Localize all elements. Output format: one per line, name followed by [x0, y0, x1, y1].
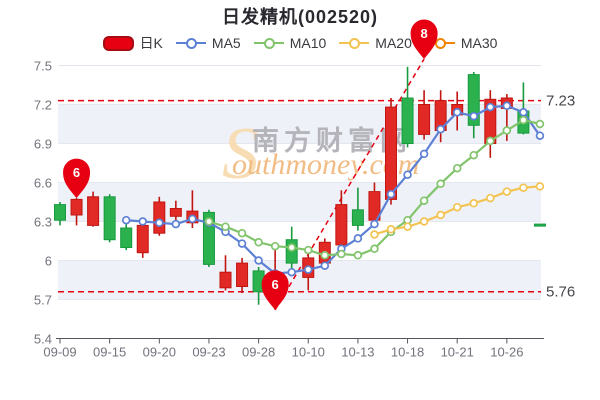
- hline-layer: 7.23 5.76: [58, 93, 575, 301]
- candle-09-15: [103, 194, 116, 243]
- ma-legend-marker: [339, 38, 370, 49]
- x-axis-label: 10-26: [490, 345, 523, 360]
- candle-legend-swatch: [102, 35, 134, 51]
- hline-price-label: 5.76: [546, 284, 575, 301]
- x-axis-label: 10-10: [292, 345, 325, 360]
- legend-item-ma20[interactable]: MA20: [339, 35, 412, 51]
- candle-10-13: [351, 187, 364, 231]
- watermark-swoosh: S: [222, 113, 259, 195]
- y-axis-label: 5.7: [34, 293, 52, 308]
- balloon-label: 6: [73, 165, 80, 180]
- x-axis: 09-09 09-15 09-20 09-23 09-28 10-10 10-13 10-18…: [43, 338, 544, 360]
- candle-10-18: [401, 66, 414, 148]
- legend-item-日k[interactable]: 日K: [102, 33, 163, 53]
- x-axis-label: 09-09: [43, 345, 76, 360]
- x-axis-label: 09-15: [93, 345, 126, 360]
- hline-price-label: 7.23: [546, 93, 575, 110]
- x-axis-label: 09-20: [143, 345, 176, 360]
- ma-legend-marker: [175, 38, 206, 49]
- candle-09-27: [236, 257, 249, 293]
- balloon-marker-6: 6: [63, 158, 91, 199]
- y-axis-label: 6: [45, 254, 52, 269]
- legend-label: MA5: [211, 35, 241, 51]
- legend-label: MA30: [460, 35, 498, 51]
- y-axis: 7.5 7.2 6.9 6.6 6.3 6 5.7 5.4: [34, 59, 52, 347]
- legend-item-ma30[interactable]: MA30: [424, 35, 498, 51]
- candle-10-24: [467, 72, 480, 139]
- ma-line-ma20: [370, 182, 545, 239]
- candle-09-26: [219, 255, 232, 291]
- candle-09-16: [120, 222, 133, 251]
- candle-09-13: [70, 198, 83, 226]
- legend-label: 日K: [139, 35, 163, 51]
- candle-09-19: [136, 220, 149, 258]
- chart-legend: 日K MA5 MA10 MA20 MA30: [0, 33, 600, 53]
- candle-09-14: [87, 191, 100, 227]
- y-axis-label: 6.6: [34, 176, 52, 191]
- balloon-layer: 6 6 8: [63, 19, 438, 310]
- x-axis-label: 09-23: [192, 345, 225, 360]
- x-axis-label: 10-21: [441, 345, 474, 360]
- legend-label: MA10: [289, 35, 327, 51]
- page-title: 日发精机(002520): [221, 7, 379, 27]
- ma-legend-marker: [424, 38, 455, 49]
- candle-09-09: [54, 202, 66, 226]
- legend-item-ma5[interactable]: MA5: [175, 35, 241, 51]
- y-axis-label: 7.5: [34, 59, 52, 74]
- candle-10-19: [418, 90, 431, 140]
- ma-legend-marker: [253, 38, 284, 49]
- y-axis-label: 6.3: [34, 215, 52, 230]
- y-axis-label: 5.4: [34, 332, 52, 347]
- legend-label: MA20: [375, 35, 412, 51]
- y-axis-label: 6.9: [34, 137, 52, 152]
- balloon-marker-6: 6: [261, 270, 289, 310]
- candle-10-17: [385, 98, 397, 205]
- x-axis-label: 10-18: [391, 345, 424, 360]
- balloon-label: 6: [272, 277, 279, 292]
- balloon-marker-8: 8: [410, 19, 438, 59]
- balloon-label: 8: [420, 26, 427, 41]
- y-axis-label: 7.2: [34, 98, 52, 113]
- candle-10-28: [533, 223, 546, 227]
- x-axis-label: 09-28: [242, 345, 275, 360]
- legend-item-ma10[interactable]: MA10: [253, 35, 327, 51]
- x-axis-label: 10-13: [341, 345, 374, 360]
- candle-10-25: [484, 90, 497, 158]
- candle-09-20: [153, 196, 166, 236]
